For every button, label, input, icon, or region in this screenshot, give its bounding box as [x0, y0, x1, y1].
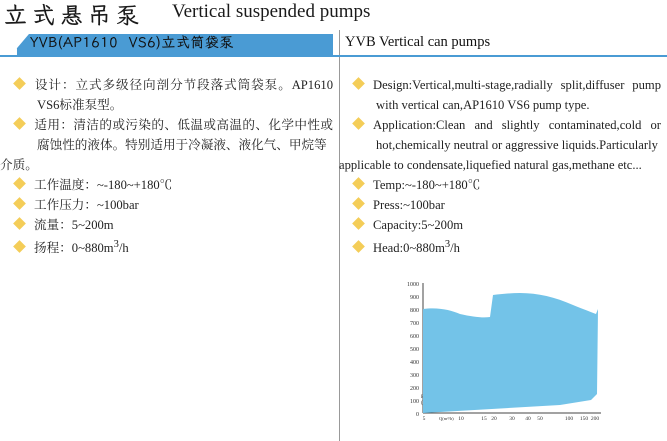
svg-text:200: 200 [410, 386, 419, 392]
svg-text:900: 900 [410, 295, 419, 301]
svg-text:20: 20 [491, 416, 497, 422]
svg-text:200: 200 [591, 416, 600, 422]
svg-text:0: 0 [416, 412, 419, 418]
svg-text:700: 700 [410, 321, 419, 327]
svg-text:100: 100 [565, 416, 574, 422]
svg-text:600: 600 [410, 334, 419, 340]
svg-text:Q(m³/h): Q(m³/h) [439, 416, 454, 421]
svg-text:50: 50 [537, 416, 543, 422]
svg-text:100: 100 [410, 399, 419, 405]
svg-text:400: 400 [410, 360, 419, 366]
svg-text:300: 300 [410, 373, 419, 379]
svg-text:150: 150 [580, 416, 589, 422]
svg-text:800: 800 [410, 308, 419, 314]
svg-text:10: 10 [458, 416, 464, 422]
svg-text:1000: 1000 [407, 282, 419, 288]
svg-text:15: 15 [481, 416, 487, 422]
svg-text:30: 30 [509, 416, 515, 422]
svg-text:5: 5 [423, 416, 426, 422]
svg-text:40: 40 [525, 416, 531, 422]
svg-text:500: 500 [410, 347, 419, 353]
